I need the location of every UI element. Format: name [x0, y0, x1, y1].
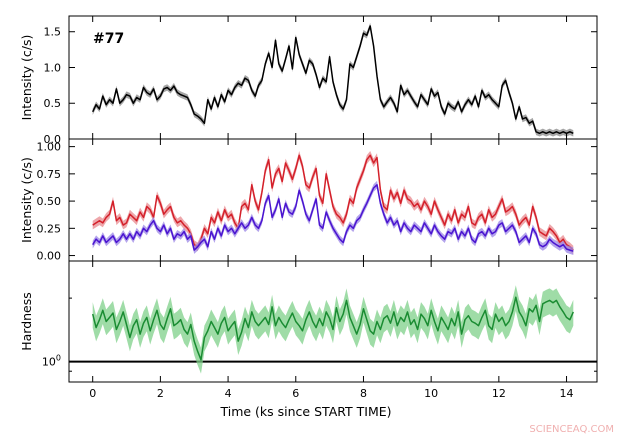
y-tick-label: 1.0 [44, 61, 62, 74]
y-tick-label: 0.75 [37, 168, 62, 181]
panel-tag: #77 [93, 31, 124, 47]
y-tick-label: 1.5 [44, 26, 62, 39]
y-tick-label: 0.5 [44, 97, 62, 110]
y-tick-label: 0.25 [37, 222, 62, 235]
panel-frame [68, 260, 598, 383]
panel-1: 0.0 0.5 1.0 1.5 Intensity (c/s) #77 [19, 15, 598, 146]
series-line-1 [92, 25, 574, 135]
x-tick-label: 2 [157, 387, 164, 400]
x-tick-label: 14 [560, 387, 574, 400]
y-tick-label: 0.00 [37, 250, 62, 263]
x-tick-label: 0 [89, 387, 96, 400]
y-tick-label: 0.50 [37, 195, 62, 208]
y-axis-label: Intensity (c/s) [19, 35, 34, 121]
y-tick-label: 1.00 [37, 141, 62, 154]
x-tick-label: 8 [360, 387, 367, 400]
panel-frame [68, 138, 598, 262]
y-axis-label: Intensity (c/s) [19, 157, 34, 243]
series-line-2 [92, 184, 574, 252]
error-band-2 [92, 180, 574, 255]
watermark: SCIENCEAQ.COM [529, 424, 614, 435]
y-tick-label: 100 [42, 354, 61, 369]
series-line-1 [91, 296, 574, 361]
panel-3: 100 Hardness [19, 260, 598, 383]
series-line-1 [92, 154, 574, 251]
y-tick-label: 0.0 [44, 133, 62, 146]
plot-area [92, 151, 574, 255]
y-axis-label: Hardness [19, 292, 34, 351]
error-band-1 [92, 151, 574, 255]
plot-area [92, 22, 574, 137]
x-tick-label: 6 [292, 387, 299, 400]
plot-area [69, 285, 597, 374]
x-tick-label: 4 [225, 387, 232, 400]
x-tick-label: 12 [492, 387, 506, 400]
x-axis-label: Time (ks since START TIME) [219, 404, 391, 419]
x-tick-label: 10 [424, 387, 438, 400]
